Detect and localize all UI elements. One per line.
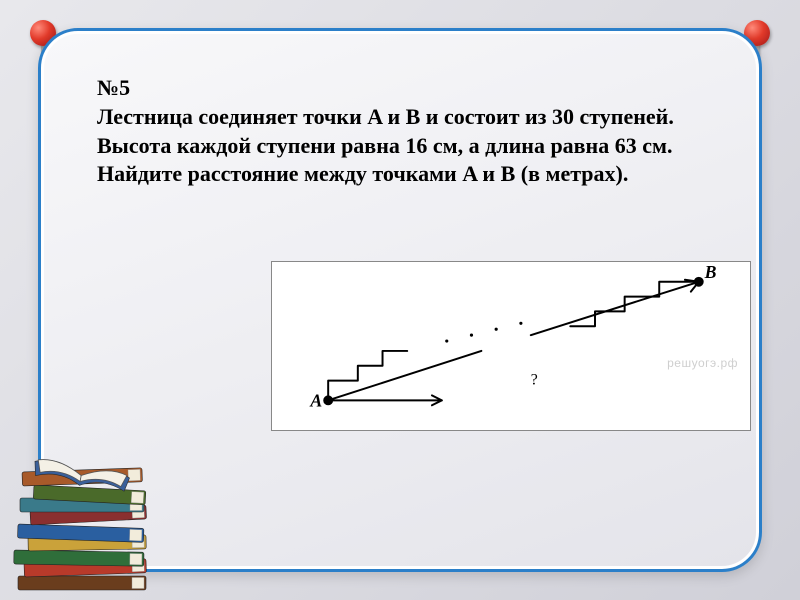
staircase-diagram: A B? решуогэ.рф [271,261,751,431]
svg-text:B: B [704,262,717,282]
diagram-svg: A B? [272,262,750,430]
svg-text:?: ? [531,372,538,389]
book-stack-icon [10,426,160,596]
svg-text:A: A [309,390,322,410]
watermark-text: решуогэ.рф [667,356,738,370]
problem-number: №5 [97,75,703,101]
problem-text: Лестница соединяет точки A и B и состоит… [97,103,703,189]
